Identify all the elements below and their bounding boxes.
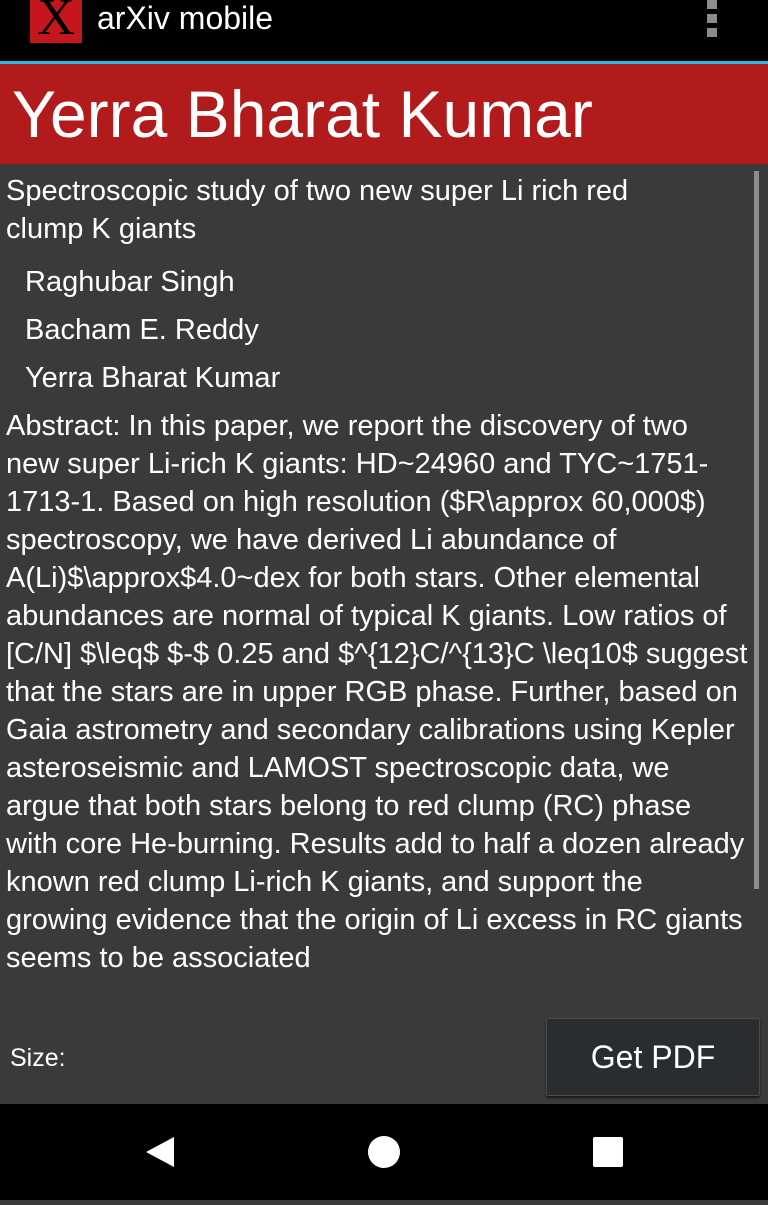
- app-bar: X arXiv mobile: [0, 0, 768, 61]
- paper-abstract: Abstract: In this paper, we report the d…: [6, 410, 748, 974]
- system-nav-bar: [0, 1104, 768, 1200]
- size-label: Size:: [10, 1044, 66, 1072]
- author-name-heading: Yerra Bharat Kumar: [12, 77, 593, 151]
- home-circle-icon[interactable]: [336, 1104, 432, 1200]
- author-item[interactable]: Yerra Bharat Kumar: [25, 362, 281, 394]
- scrollbar[interactable]: [754, 171, 759, 889]
- overflow-menu-icon[interactable]: [698, 0, 726, 38]
- arxiv-x-icon: X: [30, 0, 82, 43]
- author-list: Raghubar Singh Bacham E. Reddy Yerra Bha…: [25, 258, 280, 402]
- paper-details[interactable]: Spectroscopic study of two new super Li …: [0, 164, 768, 1006]
- app-icon-letter: X: [37, 0, 75, 43]
- paper-title: Spectroscopic study of two new super Li …: [6, 175, 629, 245]
- app-title: arXiv mobile: [97, 0, 274, 36]
- author-header: Yerra Bharat Kumar: [0, 64, 768, 164]
- recents-square-icon[interactable]: [560, 1104, 656, 1200]
- get-pdf-button[interactable]: Get PDF: [546, 1018, 760, 1096]
- app-bar-divider: [0, 61, 768, 64]
- author-item[interactable]: Bacham E. Reddy: [25, 314, 259, 346]
- back-triangle-icon[interactable]: [112, 1104, 208, 1200]
- author-item[interactable]: Raghubar Singh: [25, 266, 235, 298]
